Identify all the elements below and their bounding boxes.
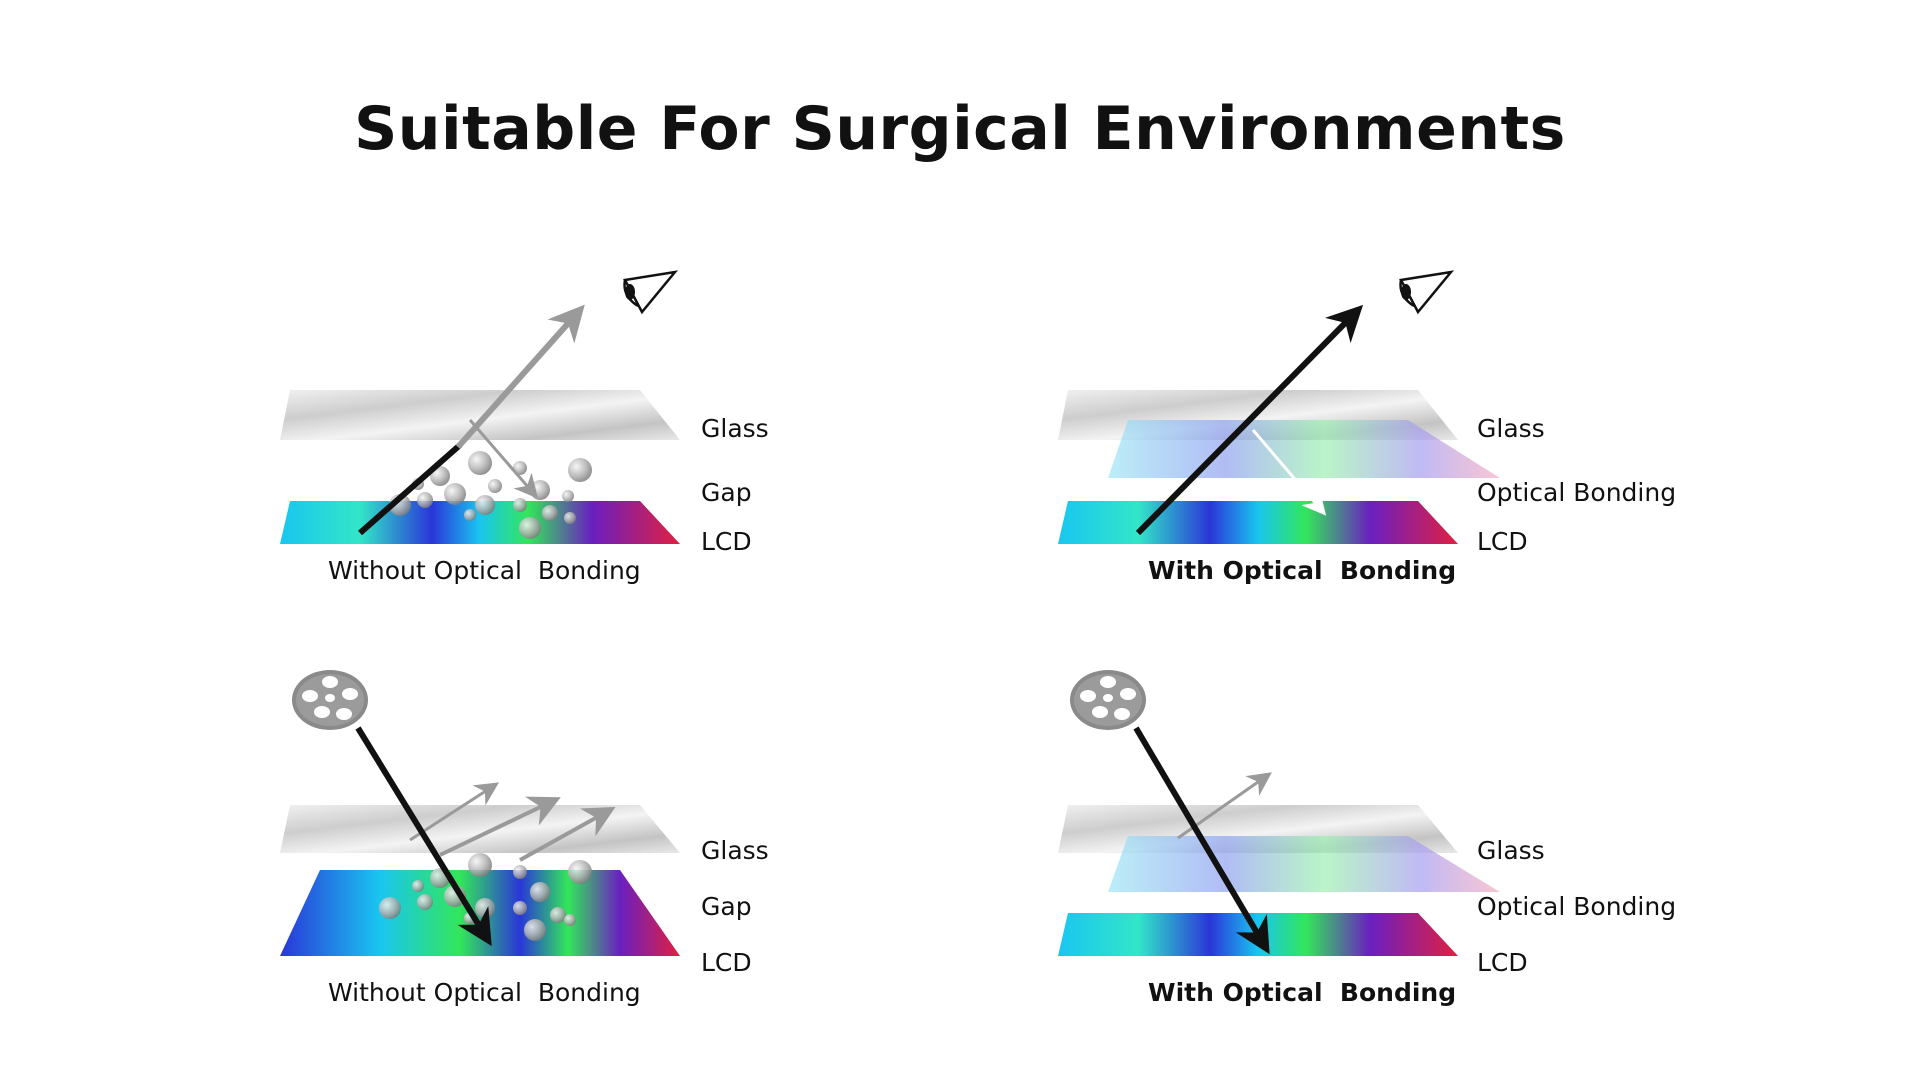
panel-caption: With Optical Bonding	[1148, 978, 1457, 1007]
reflection-arrow	[468, 419, 539, 499]
layer-label-glass: Glass	[1477, 836, 1545, 865]
panel-caption: With Optical Bonding	[1148, 556, 1457, 585]
surgical-lamp-icon	[292, 670, 368, 730]
panel-caption: Without Optical Bonding	[328, 978, 641, 1007]
clear-output-arrow	[1135, 304, 1364, 536]
layer-label-lcd: LCD	[1477, 948, 1528, 977]
diagram-bottom-left	[280, 670, 680, 956]
lcd-layer	[1058, 501, 1458, 544]
incoming-light-arrow	[1133, 726, 1270, 955]
reflection-arrow	[1251, 429, 1327, 516]
layer-label-optical-bonding: Optical Bonding	[1477, 478, 1677, 507]
diagram-bottom-right	[1058, 670, 1500, 956]
reflection-arrow	[439, 796, 561, 857]
page-title: Suitable For Surgical Environments	[354, 94, 1566, 164]
layer-label-lcd: LCD	[1477, 527, 1528, 556]
layer-label-glass: Glass	[701, 414, 769, 443]
incoming-light-arrow	[355, 726, 492, 947]
layer-label-glass: Glass	[701, 836, 769, 865]
diagram-top-right	[1058, 270, 1500, 544]
glass-layer	[280, 805, 680, 853]
layer-label-glass: Glass	[1477, 414, 1545, 443]
layer-label-gap: Gap	[701, 892, 752, 921]
reflection-arrow	[519, 806, 616, 862]
diagram-top-left	[280, 270, 680, 544]
panel-caption: Without Optical Bonding	[328, 556, 641, 585]
layer-label-optical-bonding: Optical Bonding	[1477, 892, 1677, 921]
light-path-lower	[358, 442, 462, 536]
panel-bottom-right: Glass Optical Bonding LCD With Optical B…	[1018, 660, 1920, 1090]
layer-label-lcd: LCD	[701, 948, 752, 977]
faded-output-arrow	[455, 304, 585, 449]
panel-bottom-left: Glass Gap LCD Without Optical Bonding	[240, 660, 1200, 1090]
eye-icon	[623, 270, 679, 315]
layer-label-lcd: LCD	[701, 527, 752, 556]
layer-label-gap: Gap	[701, 478, 752, 507]
glass-layer	[280, 390, 680, 440]
eye-icon	[1399, 270, 1455, 315]
panel-top-right: Glass Optical Bonding LCD With Optical B…	[1018, 250, 1920, 680]
surgical-lamp-icon	[1070, 670, 1146, 730]
panel-top-left: Glass Gap LCD Without Optical Bonding	[240, 250, 1200, 680]
